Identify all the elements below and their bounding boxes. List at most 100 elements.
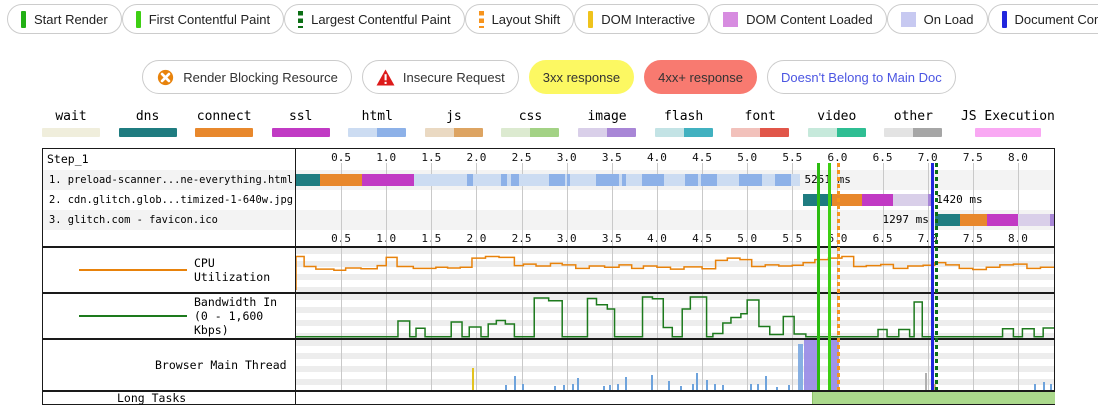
- phase-dns: dns: [118, 109, 177, 137]
- axis-top-tick: 4.5: [692, 151, 712, 164]
- bandwidth-in-chart: [296, 294, 1054, 338]
- phase-color-swatch: [578, 128, 637, 137]
- phase-color-swatch: [424, 128, 483, 137]
- request-bar-3[interactable]: [43, 210, 1054, 230]
- phase-label: css: [518, 109, 543, 124]
- legend-4xx-response[interactable]: 4xx+ response: [644, 60, 758, 94]
- legend-label: 4xx+ response: [658, 69, 744, 85]
- request-label-1[interactable]: 1. preload-scanner...ne-everything.html: [49, 174, 293, 186]
- legend-document-complete[interactable]: Document Complete: [987, 4, 1098, 34]
- axis-top-tick: 8.0: [1007, 151, 1028, 164]
- legend-label: First Contentful Paint: [148, 11, 271, 27]
- request-label-3[interactable]: 3. glitch.com - favicon.ico: [49, 214, 218, 226]
- request-label-2[interactable]: 2. cdn.glitch.glob...timized-1-640w.jpg: [49, 194, 293, 206]
- waterfall-chart: Step_1 1. preload-scanner...ne-everything…: [42, 148, 1055, 405]
- phase-other: other: [884, 109, 943, 137]
- legend-label: 3xx response: [542, 69, 621, 85]
- phase-js: js: [424, 109, 483, 137]
- marker-legend: Start Render First Contentful Paint Larges…: [0, 4, 1098, 34]
- phase-label: flash: [664, 109, 704, 124]
- legend-dom-interactive[interactable]: DOM Interactive: [574, 4, 710, 34]
- phase-html: html: [348, 109, 407, 137]
- bandwidth-in-line-sample: [79, 315, 187, 317]
- request-bar-2[interactable]: [43, 190, 1054, 210]
- axis-top-tick: 4.0: [647, 151, 667, 164]
- phase-color-swatch: [118, 128, 177, 137]
- bandwidth-in-label: Bandwidth In (0 - 1,600 Kbps): [194, 295, 278, 337]
- largest-contentful-paint-marker-icon: [298, 10, 304, 28]
- legend-start-render[interactable]: Start Render: [7, 4, 122, 34]
- phase-label: connect: [196, 109, 252, 124]
- legend-label: Render Blocking Resource: [183, 69, 338, 85]
- phase-font: font: [731, 109, 790, 137]
- request-bar-1[interactable]: [43, 170, 1054, 190]
- first-contentful-paint-marker-icon: [135, 10, 141, 28]
- long-task-bar[interactable]: [812, 392, 1055, 404]
- phase-color-swatch: [501, 128, 560, 137]
- phase-color-swatch: [731, 128, 790, 137]
- phase-flash: flash: [654, 109, 713, 137]
- legend-label: Layout Shift: [491, 11, 561, 27]
- phase-color-swatch: [42, 128, 100, 137]
- start-render-marker: [816, 163, 820, 390]
- legend-label: On Load: [923, 11, 974, 27]
- legend-dom-content-loaded[interactable]: DOM Content Loaded: [709, 4, 887, 34]
- phase-color-swatch: [271, 128, 330, 137]
- phase-label: JS Execution: [960, 109, 1055, 124]
- axis-top-tick: 2.5: [511, 151, 532, 164]
- legend-label: Start Render: [34, 11, 108, 27]
- legend-label: DOM Interactive: [601, 11, 696, 27]
- phase-ssl: ssl: [271, 109, 330, 137]
- phase-color-swatch: [348, 128, 407, 137]
- status-legend: Render Blocking Resource Insecure Request…: [0, 60, 1098, 94]
- phase-label: image: [587, 109, 627, 124]
- legend-render-blocking-resource[interactable]: Render Blocking Resource: [142, 60, 352, 94]
- legend-largest-contentful-paint[interactable]: Largest Contentful Paint: [284, 4, 465, 34]
- legend-label: Doesn't Belong to Main Doc: [781, 69, 942, 85]
- axis-top-tick: 7.5: [962, 151, 983, 164]
- legend-first-contentful-paint[interactable]: First Contentful Paint: [121, 4, 285, 34]
- phase-color-swatch: [807, 128, 866, 137]
- step-label: Step_1: [47, 152, 89, 166]
- axis-top-tick: 3.0: [556, 151, 577, 164]
- browser-main-thread-label: Browser Main Thread: [155, 358, 287, 372]
- render-blocking-icon: [156, 69, 175, 86]
- phase-js-execution: JS Execution: [961, 109, 1055, 137]
- legend-3xx-response[interactable]: 3xx response: [528, 60, 635, 94]
- document-complete-marker-icon: [1001, 10, 1007, 28]
- phase-label: font: [744, 109, 776, 124]
- phase-color-swatch: [884, 128, 943, 137]
- legend-label: Largest Contentful Paint: [311, 11, 451, 27]
- dom-interactive-marker-icon: [588, 10, 594, 28]
- axis-top-tick: 1.5: [421, 151, 442, 164]
- axis-top-tick: 6.5: [872, 151, 893, 164]
- largest-contentful-paint-marker: [934, 163, 938, 390]
- dom-content-loaded-marker-icon: [723, 11, 739, 27]
- phase-color-swatch: [654, 128, 713, 137]
- request-duration-label: 1297 ms: [882, 213, 929, 226]
- first-contentful-paint-marker: [828, 163, 832, 390]
- phase-image: image: [578, 109, 637, 137]
- legend-on-load[interactable]: On Load: [886, 4, 988, 34]
- legend-doesn-t-belong-to-main-doc[interactable]: Doesn't Belong to Main Doc: [767, 60, 956, 94]
- layout-shift-marker-icon: [478, 10, 484, 28]
- bandwidth-in: Bandwidth In (0 - 1,600 Kbps): [43, 294, 295, 338]
- phase-legend: wait dns connect ssl html js css image flash font…: [42, 109, 1055, 137]
- axis-top-tick: 5.5: [782, 151, 803, 164]
- axis-top-tick: 1.0: [376, 151, 397, 164]
- browser-main-thread: Browser Main Thread: [43, 340, 295, 390]
- cpu-utilization-label: CPU Utilization: [194, 256, 271, 284]
- axis-top-tick: 0.5: [331, 151, 352, 164]
- legend-insecure-request[interactable]: Insecure Request: [361, 60, 519, 94]
- browser-main-thread-chart: [296, 340, 1054, 390]
- layout-shift-marker: [837, 163, 841, 390]
- cpu-utilization: CPU Utilization: [43, 248, 295, 292]
- axis-top-tick: 7.0: [917, 151, 938, 164]
- axis-top-tick: 2.0: [466, 151, 487, 164]
- phase-wait: wait: [42, 109, 100, 137]
- phase-label: other: [893, 109, 933, 124]
- legend-layout-shift[interactable]: Layout Shift: [464, 4, 575, 34]
- long-tasks-label: Long Tasks: [117, 391, 187, 405]
- phase-label: video: [817, 109, 857, 124]
- legend-label: DOM Content Loaded: [746, 11, 873, 27]
